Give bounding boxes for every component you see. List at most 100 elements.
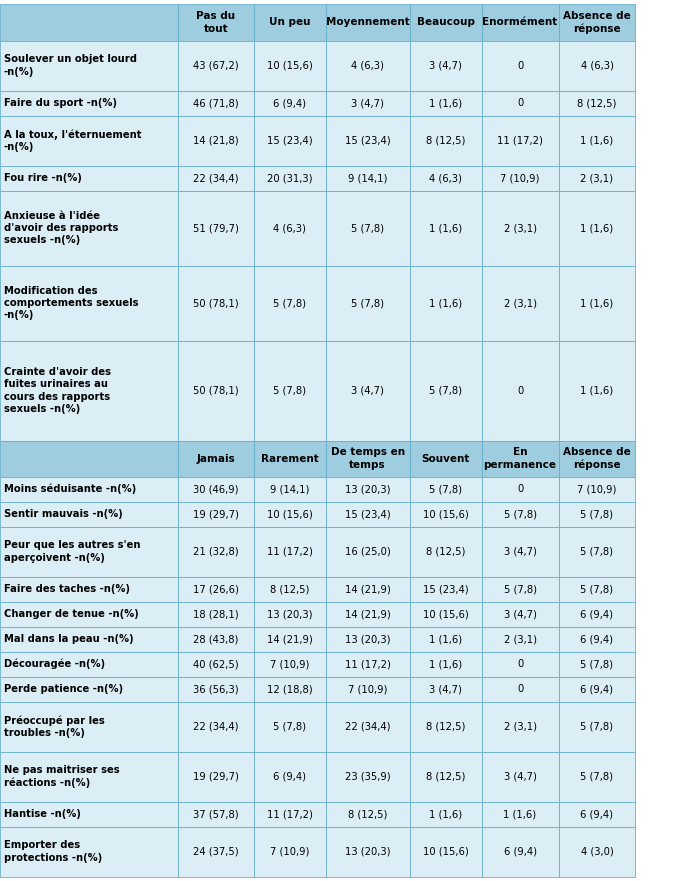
Text: 14 (21,9): 14 (21,9): [267, 634, 312, 644]
Bar: [0, 701, 178, 751]
Bar: [482, 477, 559, 501]
Bar: [178, 265, 254, 340]
Bar: [178, 477, 254, 501]
Text: Mal dans la peau -n(%): Mal dans la peau -n(%): [4, 634, 134, 644]
Bar: [326, 91, 410, 115]
Text: 8 (12,5): 8 (12,5): [426, 772, 466, 781]
Bar: [559, 701, 635, 751]
Text: 2 (3,1): 2 (3,1): [580, 173, 614, 183]
Text: Ne pas maitriser ses
réactions -n(%): Ne pas maitriser ses réactions -n(%): [4, 765, 120, 788]
Text: 50 (78,1): 50 (78,1): [193, 298, 239, 308]
Bar: [482, 166, 559, 190]
Bar: [178, 701, 254, 751]
Bar: [254, 41, 326, 91]
Bar: [410, 652, 482, 677]
Bar: [254, 527, 326, 576]
Text: 3 (4,7): 3 (4,7): [429, 61, 462, 70]
Bar: [559, 527, 635, 576]
Bar: [254, 190, 326, 265]
Bar: [178, 652, 254, 677]
Bar: [326, 4, 410, 41]
Text: Souvent: Souvent: [421, 454, 470, 463]
Text: 0: 0: [517, 98, 523, 108]
Text: 11 (17,2): 11 (17,2): [345, 659, 391, 669]
Bar: [0, 602, 178, 626]
Text: 5 (7,8): 5 (7,8): [580, 659, 614, 669]
Bar: [559, 626, 635, 652]
Text: 23 (35,9): 23 (35,9): [345, 772, 391, 781]
Text: 30 (46,9): 30 (46,9): [193, 484, 239, 494]
Bar: [254, 652, 326, 677]
Bar: [254, 340, 326, 440]
Text: 13 (20,3): 13 (20,3): [345, 847, 391, 856]
Bar: [326, 41, 410, 91]
Bar: [559, 166, 635, 190]
Bar: [410, 751, 482, 802]
Text: Emporter des
protections -n(%): Emporter des protections -n(%): [4, 840, 102, 862]
Bar: [410, 802, 482, 826]
Text: 8 (12,5): 8 (12,5): [426, 546, 466, 557]
Text: 5 (7,8): 5 (7,8): [580, 772, 614, 781]
Text: 5 (7,8): 5 (7,8): [273, 722, 306, 731]
Text: Absence de
réponse: Absence de réponse: [563, 11, 630, 34]
Text: Perde patience -n(%): Perde patience -n(%): [4, 685, 123, 694]
Bar: [410, 166, 482, 190]
Text: 22 (34,4): 22 (34,4): [193, 722, 239, 731]
Text: 37 (57,8): 37 (57,8): [193, 809, 239, 819]
Text: 8 (12,5): 8 (12,5): [426, 136, 466, 145]
Text: 18 (28,1): 18 (28,1): [193, 609, 239, 619]
Bar: [482, 115, 559, 166]
Text: 6 (9,4): 6 (9,4): [580, 609, 614, 619]
Text: Faire du sport -n(%): Faire du sport -n(%): [4, 98, 117, 108]
Text: Soulever un objet lourd
-n(%): Soulever un objet lourd -n(%): [4, 55, 137, 77]
Bar: [410, 41, 482, 91]
Bar: [559, 340, 635, 440]
Bar: [178, 41, 254, 91]
Bar: [559, 576, 635, 602]
Text: 5 (7,8): 5 (7,8): [351, 298, 384, 308]
Text: 36 (56,3): 36 (56,3): [193, 685, 239, 694]
Text: En
permanence: En permanence: [484, 448, 556, 470]
Bar: [559, 115, 635, 166]
Text: 4 (6,3): 4 (6,3): [273, 223, 306, 233]
Bar: [0, 4, 178, 41]
Bar: [178, 166, 254, 190]
Bar: [410, 4, 482, 41]
Bar: [254, 826, 326, 877]
Bar: [178, 802, 254, 826]
Text: Crainte d'avoir des
fuites urinaires au
cours des rapports
sexuels -n(%): Crainte d'avoir des fuites urinaires au …: [4, 366, 111, 414]
Text: 3 (4,7): 3 (4,7): [351, 98, 384, 108]
Text: 3 (4,7): 3 (4,7): [503, 546, 537, 557]
Text: 11 (17,2): 11 (17,2): [267, 809, 312, 819]
Bar: [178, 751, 254, 802]
Text: 8 (12,5): 8 (12,5): [426, 722, 466, 731]
Text: Changer de tenue -n(%): Changer de tenue -n(%): [4, 609, 138, 619]
Bar: [559, 440, 635, 477]
Bar: [326, 265, 410, 340]
Text: 22 (34,4): 22 (34,4): [193, 173, 239, 183]
Text: 15 (23,4): 15 (23,4): [345, 136, 391, 145]
Bar: [482, 626, 559, 652]
Text: 6 (9,4): 6 (9,4): [273, 98, 306, 108]
Bar: [254, 751, 326, 802]
Bar: [178, 440, 254, 477]
Bar: [0, 440, 178, 477]
Text: 19 (29,7): 19 (29,7): [193, 509, 239, 519]
Text: 40 (62,5): 40 (62,5): [193, 659, 239, 669]
Bar: [482, 677, 559, 701]
Text: 46 (71,8): 46 (71,8): [193, 98, 239, 108]
Bar: [482, 826, 559, 877]
Bar: [410, 626, 482, 652]
Text: 50 (78,1): 50 (78,1): [193, 386, 239, 396]
Bar: [254, 626, 326, 652]
Bar: [326, 677, 410, 701]
Bar: [178, 527, 254, 576]
Bar: [326, 576, 410, 602]
Bar: [254, 166, 326, 190]
Bar: [326, 626, 410, 652]
Bar: [482, 265, 559, 340]
Bar: [178, 340, 254, 440]
Text: 5 (7,8): 5 (7,8): [273, 298, 306, 308]
Bar: [0, 751, 178, 802]
Text: 7 (10,9): 7 (10,9): [270, 847, 310, 856]
